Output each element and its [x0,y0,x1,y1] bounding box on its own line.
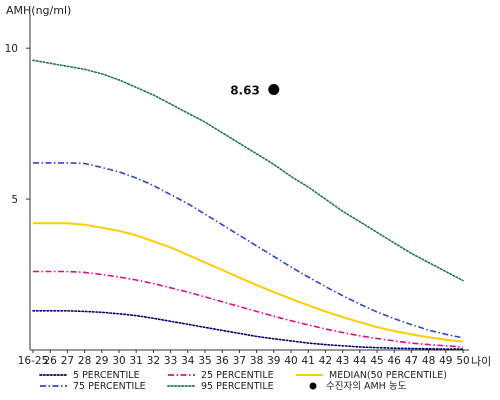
patient-amh-value-label: 8.63 [230,84,260,98]
legend-label-25-percentile: 25 PERCENTILE [201,370,274,381]
x-tick-label: 34 [181,355,195,367]
legend-label-5-percentile: 5 PERCENTILE [73,370,140,381]
legend-label-patient-amh: 수진자의 AMH 농도 [326,381,407,392]
series-line-median-50-percentile [33,222,464,343]
series-line-95-percentile [32,59,464,282]
legend-label-95-percentile: 95 PERCENTILE [201,381,274,392]
x-tick-label: 43 [336,355,349,367]
legend: 5 PERCENTILE 25 PERCENTILE MEDIAN(50 PERCE… [39,370,447,392]
x-tick-label: 48 [422,355,435,367]
y-axis-title: AMH(ng/ml) [6,4,71,17]
y-tick-label: 5 [11,194,18,206]
series-lines [32,59,464,350]
x-tick-label: 33 [164,355,177,367]
series-line-75-percentile [33,162,464,339]
x-tick-label: 38 [250,355,263,367]
x-tick-label: 36 [216,355,230,367]
x-tick-label: 47 [405,355,418,367]
x-tick-label: 40 [284,355,297,367]
x-tick-label: 46 [388,355,402,367]
y-tick-label: 10 [5,43,18,55]
patient-amh-marker [268,84,280,96]
y-ticks: 10 5 [5,43,30,206]
x-tick-label: 37 [233,355,246,367]
x-tick-label: 29 [95,355,108,367]
x-tick-label: 16-25 [18,355,49,367]
legend-label-75-percentile: 75 PERCENTILE [73,381,146,392]
x-tick-label: 50 [456,355,469,367]
x-tick-label: 49 [439,355,452,367]
x-tick-label: 27 [61,355,74,367]
x-tick-label: 45 [370,355,383,367]
x-tick-label: 26 [44,355,58,367]
patient-point-group: 8.63 [230,84,280,98]
x-tick-label: 39 [267,355,280,367]
series-line-5-percentile [32,310,464,350]
x-tick-label: 44 [353,355,367,367]
x-axis-title: 나이 [471,355,491,368]
series-line-25-percentile [33,270,464,348]
x-tick-label: 28 [78,355,91,367]
legend-label-median-50-percentile: MEDIAN(50 PERCENTILE) [329,370,447,381]
x-tick-label: 42 [319,355,332,367]
x-tick-label: 41 [302,355,315,367]
x-tick-label: 30 [112,355,125,367]
legend-swatch-patient-amh [309,382,317,390]
x-tick-label: 32 [147,355,160,367]
x-tick-label: 35 [198,355,211,367]
x-tick-label: 31 [130,355,143,367]
